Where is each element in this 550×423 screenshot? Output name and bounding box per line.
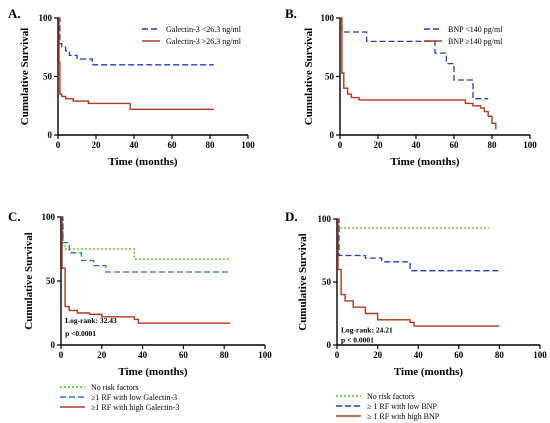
legend-label-1: Galectin-3 <26.3 ng/ml [166,25,242,34]
annotation-2: p <0.0001 [65,329,96,338]
x-tick-label: 80 [495,350,505,360]
y-tick-label: 50 [325,72,335,82]
legend-label-1: No risk factors [367,392,415,401]
series-line-1 [340,17,489,100]
series-line-2 [340,17,497,130]
annotation-1: Log-rank: 32.43 [65,316,117,325]
legend-label-2: BNP ≥140 pg/ml [448,37,503,46]
x-tick-label: 40 [138,350,148,360]
panel-1: A. 0 50 100 0 20 40 60 80 100 Time (months) Cumulat… [8,6,255,168]
legend-label-2: ≥ 1 RF with low BNP [367,402,438,411]
y-tick-label: 100 [42,212,56,222]
panel-label: D. [285,209,298,224]
x-tick-label: 60 [450,140,460,150]
x-axis-title: Time (months) [394,366,463,378]
y-tick-label: 50 [322,277,332,287]
x-tick-label: 100 [523,140,537,150]
annotation-1: Log-rank: 24.21 [341,325,393,334]
x-tick-label: 60 [454,350,464,360]
panel-2: B. 0 50 100 0 20 40 60 80 100 Time (months) Cumulat… [285,6,537,168]
x-axis-title: Time (months) [390,156,459,168]
x-tick-label: 100 [533,350,547,360]
annotation-2: p < 0.0001 [341,335,374,344]
x-tick-label: 20 [97,350,107,360]
y-tick-label: 50 [43,72,53,82]
legend-label-3: ≥1 RF with high Galectin-3 [91,403,179,412]
panel-label: C. [8,209,21,224]
x-tick-label: 20 [92,140,102,150]
legend-label-1: BNP <140 pg/ml [448,25,503,34]
panel-label: B. [285,6,297,21]
x-tick-label: 40 [130,140,140,150]
y-tick-label: 100 [321,13,335,23]
y-tick-label: 50 [46,276,56,286]
y-tick-label: 0 [48,130,53,140]
series-line-3 [337,218,500,327]
x-tick-label: 60 [168,140,178,150]
y-axis-title: Cumulative Survival [297,233,309,330]
x-tick-label: 0 [335,350,340,360]
y-tick-label: 100 [39,13,53,23]
series-line-1 [337,218,490,229]
x-tick-label: 20 [373,350,383,360]
y-axis-title: Cumulative Survival [23,232,35,329]
x-tick-label: 0 [56,140,61,150]
x-tick-label: 100 [241,140,255,150]
x-tick-label: 40 [412,140,422,150]
series-line-1 [61,216,231,260]
series-line-2 [337,218,500,272]
panel-4: D. 0 50 100 0 20 40 60 80 100 Time (months) Cumulat… [285,209,547,421]
x-tick-label: 20 [374,140,384,150]
legend-label-3: ≥ 1 RF with high BNP [367,412,440,421]
series-line-2 [61,216,231,273]
x-tick-label: 40 [414,350,424,360]
x-axis-title: Time (months) [108,156,177,168]
y-tick-label: 100 [318,214,332,224]
x-tick-label: 100 [258,350,272,360]
x-tick-label: 60 [179,350,189,360]
x-tick-label: 0 [338,140,343,150]
x-axis-title: Time (months) [118,366,187,378]
y-tick-label: 0 [327,340,332,350]
legend-label-2: ≥1 RF with low Galectin-3 [91,393,177,402]
series-line-3 [61,216,231,324]
x-tick-label: 80 [206,140,216,150]
legend-label-1: No risk factors [91,383,139,392]
legend-label-2: Galectin-3 >26.3 ng/ml [166,37,242,46]
y-tick-label: 0 [330,130,335,140]
series-line-2 [58,17,214,110]
y-tick-label: 0 [51,340,56,350]
series-line-1 [58,17,214,66]
x-tick-label: 0 [59,350,64,360]
x-tick-label: 80 [220,350,230,360]
x-tick-label: 80 [488,140,498,150]
y-axis-title: Cumulative Survival [19,28,31,125]
panel-label: A. [8,6,21,21]
panel-3: C. 0 50 100 0 20 40 60 80 100 Time (months) Cumulat… [8,209,272,412]
y-axis-title: Cumulative Survival [303,28,315,125]
